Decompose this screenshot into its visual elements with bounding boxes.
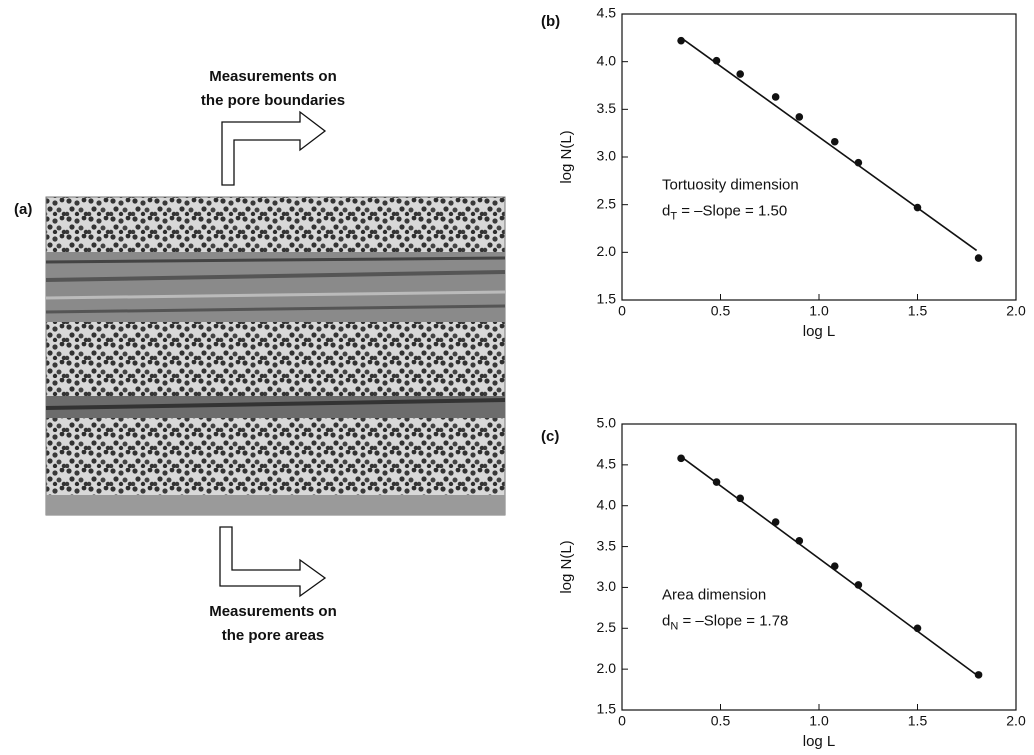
y-tick-label: 4.5 — [597, 456, 617, 472]
y-tick-label: 3.5 — [597, 537, 617, 553]
data-point — [913, 624, 922, 633]
annotation-formula: = –Slope = 1.78 — [678, 613, 788, 630]
data-point — [712, 478, 721, 486]
y-tick-label: 2.0 — [597, 243, 617, 259]
x-axis-label: log L — [803, 733, 836, 750]
y-tick-label: 4.0 — [597, 496, 617, 512]
data-point — [771, 518, 780, 526]
data-point — [677, 454, 685, 463]
arrow — [221, 110, 327, 186]
data-point — [854, 581, 863, 589]
x-tick-label: 0.5 — [711, 303, 731, 319]
y-tick-label: 5.0 — [597, 415, 617, 431]
plot-frame — [621, 423, 1017, 711]
data-point — [736, 70, 744, 78]
panel-label: (c) — [541, 428, 559, 445]
annotation: dN = –Slope = 1.78 — [662, 613, 788, 633]
x-tick-label: 2.0 — [1006, 303, 1026, 319]
y-tick-label: 2.5 — [597, 195, 617, 211]
data-point — [974, 254, 983, 262]
x-tick-label: 1.0 — [809, 303, 829, 319]
micrograph — [45, 196, 506, 516]
panel-label: (a) — [14, 201, 32, 218]
y-tick-label: 2.5 — [597, 619, 617, 635]
x-tick-label: 0.5 — [711, 713, 731, 729]
data-point — [974, 671, 983, 679]
caption: Measurements on — [209, 68, 337, 85]
y-tick-label: 3.0 — [597, 148, 617, 164]
plot-frame — [621, 13, 1017, 301]
y-tick-label: 4.0 — [597, 52, 617, 68]
data-point — [913, 203, 922, 212]
caption: Measurements on — [209, 603, 337, 620]
annotation-symbol: d — [662, 203, 670, 220]
data-point — [795, 113, 804, 121]
x-tick-label: 0 — [618, 713, 626, 729]
fit-line — [680, 37, 978, 252]
y-tick-label: 2.0 — [597, 660, 617, 676]
data-point — [712, 56, 721, 65]
annotation-symbol: d — [662, 613, 670, 630]
annotation: dT = –Slope = 1.50 — [662, 203, 787, 223]
y-tick-label: 3.5 — [597, 100, 617, 116]
arrow — [219, 526, 327, 598]
annotation-formula: = –Slope = 1.50 — [677, 203, 787, 220]
annotation: Tortuosity dimension — [662, 177, 799, 194]
annotation-subscript: N — [670, 621, 678, 633]
x-tick-label: 1.5 — [908, 713, 928, 729]
caption: the pore boundaries — [201, 92, 345, 109]
data-point — [677, 36, 685, 45]
y-tick-label: 3.0 — [597, 578, 617, 594]
y-tick-label: 1.5 — [597, 291, 617, 307]
x-axis-label: log L — [803, 323, 836, 340]
data-point — [736, 494, 744, 503]
data-point — [771, 93, 780, 101]
x-tick-label: 2.0 — [1006, 713, 1026, 729]
y-axis-label: log N(L) — [558, 130, 575, 183]
annotation: Area dimension — [662, 587, 766, 604]
y-tick-label: 4.5 — [597, 5, 617, 21]
data-point — [854, 158, 863, 167]
annotation-subscript: T — [670, 211, 677, 223]
data-point — [795, 537, 804, 545]
caption: the pore areas — [222, 627, 325, 644]
panel-label: (b) — [541, 13, 560, 30]
data-point — [830, 137, 839, 146]
fit-line — [680, 456, 978, 676]
x-tick-label: 0 — [618, 303, 626, 319]
y-tick-label: 1.5 — [597, 701, 617, 717]
data-point — [830, 562, 839, 570]
y-axis-label: log N(L) — [558, 540, 575, 593]
x-tick-label: 1.0 — [809, 713, 829, 729]
x-tick-label: 1.5 — [908, 303, 928, 319]
